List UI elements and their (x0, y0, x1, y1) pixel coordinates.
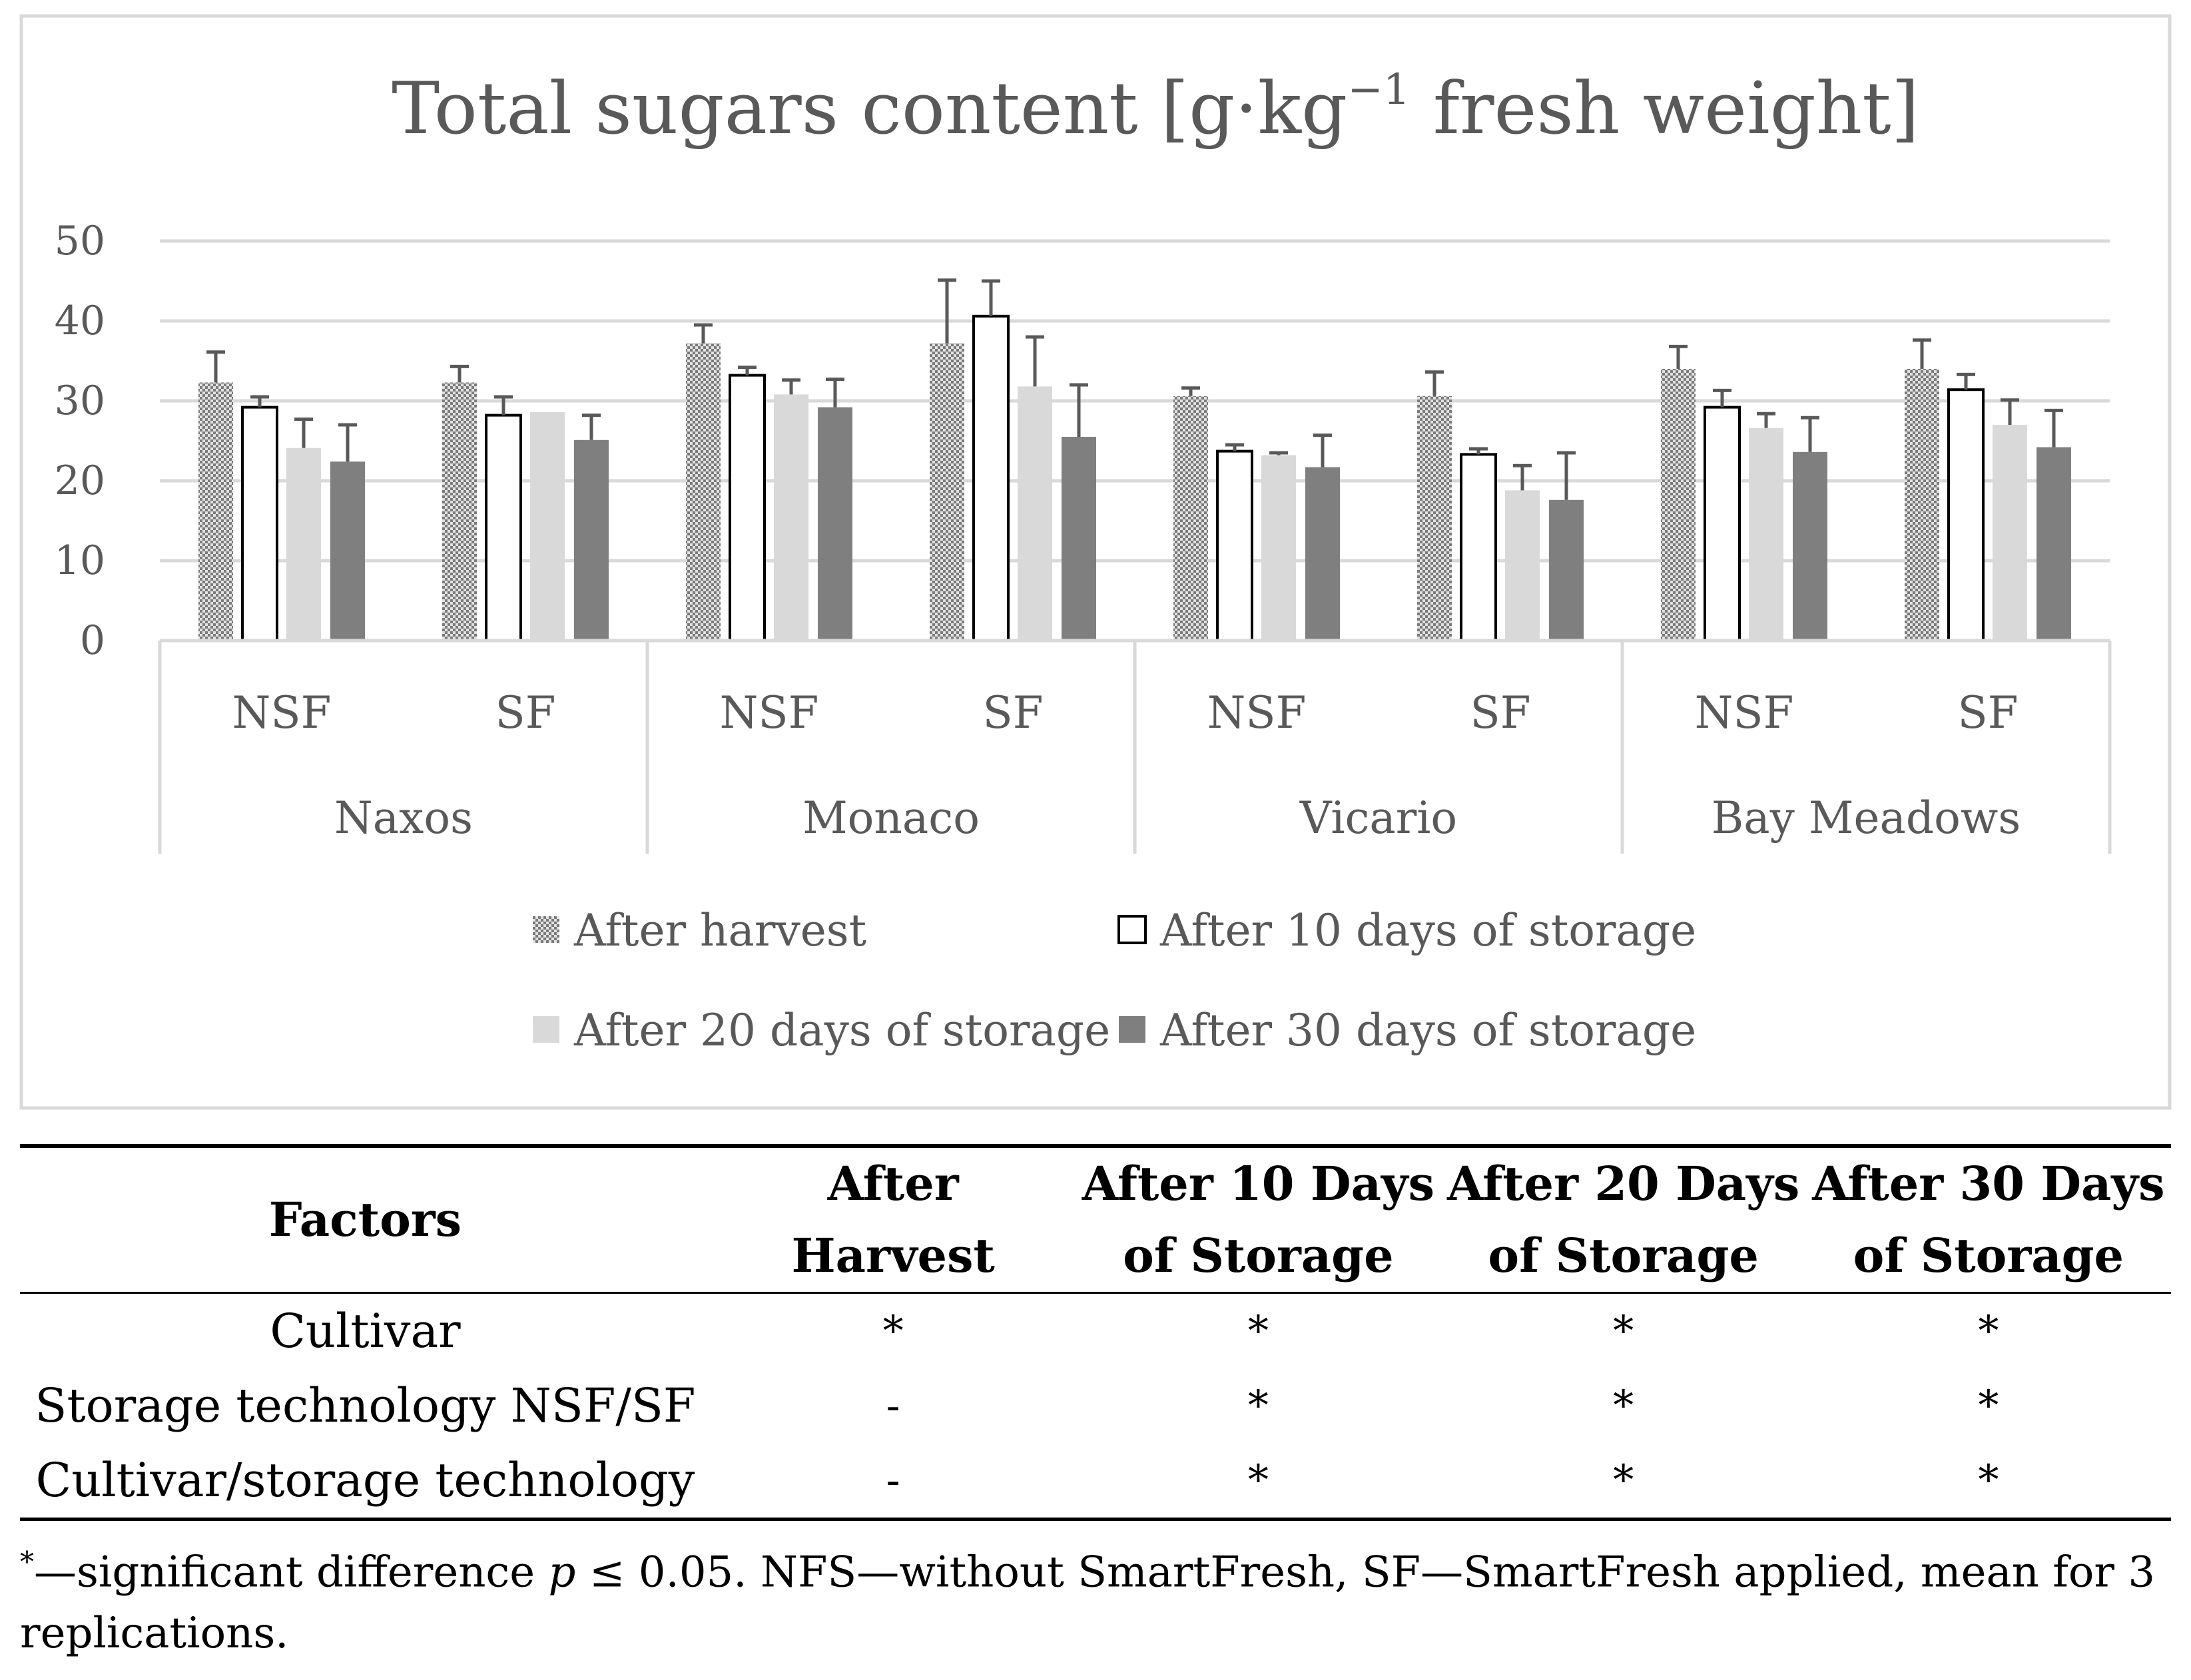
significance-cell: * (882, 1306, 904, 1355)
y-tick-label-50: 50 (55, 218, 105, 264)
bar-bay-meadows-nsf-after-20-days-of-storage (1749, 427, 1783, 641)
x-group-label-vicario: Vicario (1299, 792, 1457, 844)
bar-monaco-sf-after-30-days-of-storage (1062, 437, 1096, 641)
bar-naxos-nsf-after-10-days-of-storage (241, 406, 278, 642)
factor-label: Cultivar/storage technology (35, 1453, 695, 1508)
factor-label: Cultivar (270, 1304, 461, 1358)
significance-cell: * (1613, 1306, 1634, 1355)
bar-naxos-nsf-after-30-days-of-storage (330, 461, 365, 641)
y-tick-label-10: 10 (55, 537, 105, 584)
legend-label-after-20-days-of-storage: After 20 days of storage (573, 1005, 1110, 1056)
table-body: Cultivar * * * * Storage technology NSF/SF - * *… (20, 1293, 2171, 1520)
bar-vicario-nsf-after-10-days-of-storage (1216, 449, 1253, 642)
bar-bay-meadows-nsf-after-30-days-of-storage (1793, 451, 1827, 641)
table-header-after-harvest: After Harvest (791, 1156, 995, 1283)
y-tick-label-20: 20 (55, 457, 105, 504)
bar-monaco-nsf-after-harvest (686, 343, 721, 641)
x-group-label-monaco: Monaco (802, 792, 980, 844)
significance-cell: * (1978, 1306, 1999, 1355)
significance-cell: * (1613, 1456, 1634, 1504)
significance-cell: * (1247, 1456, 1269, 1504)
bar-bay-meadows-sf-after-30-days-of-storage (2036, 447, 2071, 641)
bar-naxos-sf-after-20-days-of-storage (530, 412, 565, 641)
bar-vicario-nsf-after-30-days-of-storage (1305, 467, 1340, 641)
x-group-label-naxos: Naxos (334, 792, 473, 844)
table-row: Storage technology NSF/SF - * * * (20, 1368, 2171, 1443)
bar-naxos-nsf-after-harvest (198, 382, 233, 641)
bar-vicario-sf-after-10-days-of-storage (1460, 453, 1497, 643)
x-sublabel-vicario-sf: SF (1470, 687, 1530, 738)
bar-monaco-sf-after-10-days-of-storage (972, 314, 1010, 642)
legend-swatch-after-10-days-of-storage (1117, 915, 1147, 944)
bar-monaco-sf-after-harvest (930, 343, 964, 641)
bar-naxos-sf-after-harvest (442, 382, 477, 641)
chart-title: Total sugars content [g·kg−1 fresh weigh… (392, 65, 1919, 150)
significance-cell: - (886, 1381, 900, 1430)
x-sublabel-monaco-sf: SF (982, 687, 1043, 738)
y-tick-label-0: 0 (80, 617, 105, 664)
bar-monaco-nsf-after-20-days-of-storage (774, 394, 808, 641)
significance-cell: * (1978, 1381, 1999, 1430)
bar-naxos-sf-after-10-days-of-storage (485, 414, 522, 642)
table-header-after-20-days-of-storage: After 20 Days of Storage (1447, 1156, 1800, 1283)
bar-monaco-nsf-after-30-days-of-storage (818, 407, 852, 641)
factor-label: Storage technology NSF/SF (35, 1378, 696, 1433)
y-tick-label-30: 30 (55, 378, 105, 424)
table-header-after-10-days-of-storage: After 10 Days of Storage (1082, 1156, 1435, 1283)
bar-naxos-nsf-after-20-days-of-storage (286, 447, 321, 641)
legend-swatch-after-harvest (533, 916, 559, 943)
table-row: Cultivar/storage technology - * * * (20, 1443, 2171, 1520)
bar-vicario-sf-after-30-days-of-storage (1549, 499, 1584, 641)
x-sublabel-naxos-nsf: NSF (232, 687, 332, 738)
x-sublabel-bay-meadows-nsf: NSF (1695, 687, 1794, 738)
x-group-label-bay-meadows: Bay Meadows (1712, 792, 2021, 844)
bar-vicario-nsf-after-20-days-of-storage (1261, 455, 1296, 641)
table-header-after-30-days-of-storage: After 30 Days of Storage (1812, 1156, 2165, 1283)
bar-bay-meadows-sf-after-harvest (1905, 369, 1939, 641)
significance-cell: * (1978, 1456, 1999, 1504)
bar-vicario-sf-after-20-days-of-storage (1505, 490, 1540, 641)
significance-cell: - (886, 1456, 900, 1504)
bar-bay-meadows-sf-after-20-days-of-storage (1993, 425, 2027, 641)
bar-vicario-sf-after-harvest (1417, 396, 1452, 641)
bar-monaco-nsf-after-10-days-of-storage (729, 374, 766, 642)
legend: After harvest After 10 days of storage Aft… (533, 905, 1696, 1056)
bar-bay-meadows-nsf-after-harvest (1661, 369, 1696, 641)
legend-swatch-after-20-days-of-storage (533, 1016, 559, 1043)
legend-label-after-harvest: After harvest (573, 905, 866, 956)
bar-naxos-sf-after-30-days-of-storage (574, 439, 609, 641)
x-sublabel-monaco-nsf: NSF (720, 687, 819, 738)
y-tick-label-40: 40 (55, 298, 105, 344)
bar-vicario-nsf-after-harvest (1173, 396, 1208, 641)
bar-bay-meadows-nsf-after-10-days-of-storage (1704, 406, 1741, 642)
x-sublabel-bay-meadows-sf: SF (1957, 687, 2018, 738)
legend-label-after-10-days-of-storage: After 10 days of storage (1159, 905, 1696, 956)
significance-cell: * (1613, 1381, 1634, 1430)
category-axis: NSF SF Naxos NSF SF Monaco NSF SF Vicario NSF SF Ba… (158, 639, 2112, 854)
significance-cell: * (1247, 1306, 1269, 1355)
x-sublabel-vicario-nsf: NSF (1207, 687, 1307, 738)
bar-monaco-sf-after-20-days-of-storage (1018, 386, 1052, 641)
table-footnote: *—significant difference p ≤ 0.05. NFS—w… (20, 1545, 2156, 1659)
legend-swatch-after-30-days-of-storage (1119, 1016, 1145, 1043)
bar-chart: Total sugars content [g·kg−1 fresh weigh… (19, 14, 2172, 1110)
chart-panel: Total sugars content [g·kg−1 fresh weigh… (19, 14, 2172, 1110)
y-axis-ticks: 0 10 20 30 40 50 (55, 218, 105, 664)
significance-table: Factors After Harvest After 10 Days of Stora… (20, 1144, 2171, 1521)
error-bars (206, 278, 2063, 500)
table-header-factors: Factors (268, 1192, 462, 1247)
legend-label-after-30-days-of-storage: After 30 days of storage (1159, 1005, 1696, 1056)
table-row: Cultivar * * * * (20, 1293, 2171, 1369)
significance-cell: * (1247, 1381, 1269, 1430)
bars (198, 314, 2071, 643)
x-sublabel-naxos-sf: SF (495, 687, 555, 738)
table-header-row: Factors After Harvest After 10 Days of Stora… (20, 1146, 2171, 1293)
bar-bay-meadows-sf-after-10-days-of-storage (1947, 388, 1985, 642)
